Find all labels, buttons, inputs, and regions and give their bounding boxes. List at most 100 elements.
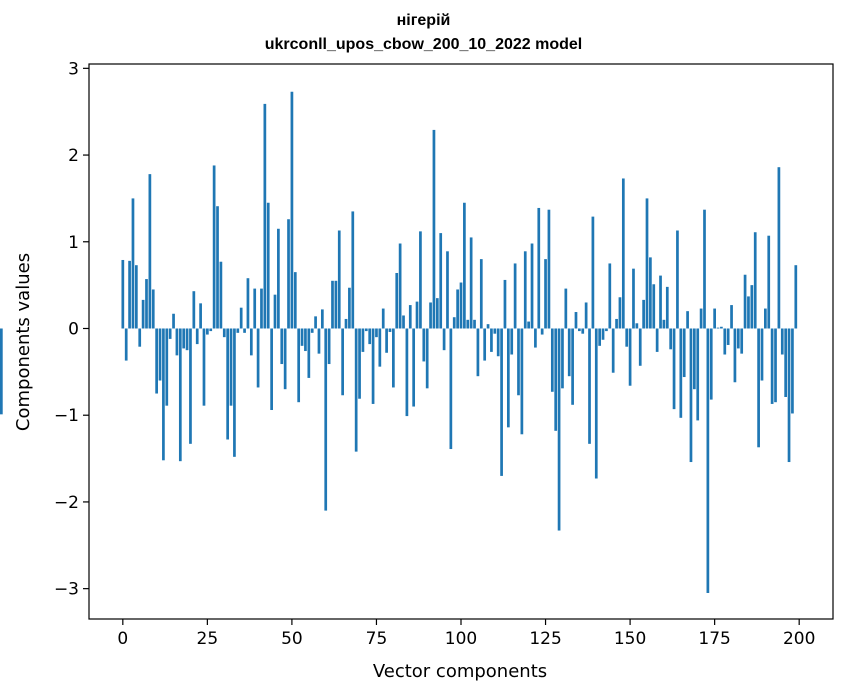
bar bbox=[358, 328, 361, 399]
x-axis-label: Vector components bbox=[373, 661, 547, 682]
bar bbox=[730, 305, 733, 329]
bar bbox=[429, 302, 432, 329]
bar bbox=[554, 328, 558, 431]
bar bbox=[659, 275, 662, 329]
bar bbox=[699, 308, 703, 329]
bar bbox=[547, 209, 551, 329]
bar bbox=[757, 328, 760, 448]
bar bbox=[618, 297, 622, 329]
bar bbox=[155, 328, 158, 394]
bar bbox=[615, 318, 618, 329]
bar bbox=[784, 328, 788, 397]
bar bbox=[605, 328, 608, 332]
bar bbox=[645, 198, 649, 329]
bar bbox=[131, 198, 135, 329]
bar bbox=[682, 328, 686, 378]
x-tick-label: 125 bbox=[529, 629, 561, 649]
bar bbox=[479, 259, 483, 329]
bar bbox=[486, 324, 490, 329]
bar bbox=[706, 328, 710, 593]
bar bbox=[676, 230, 679, 329]
bar bbox=[716, 327, 720, 329]
bar bbox=[537, 207, 541, 329]
bar bbox=[402, 315, 405, 329]
bar bbox=[449, 328, 453, 450]
bar bbox=[736, 328, 740, 349]
bar bbox=[175, 328, 179, 356]
bar bbox=[632, 268, 635, 329]
bar bbox=[594, 328, 598, 479]
plot-frame bbox=[88, 63, 834, 620]
bar bbox=[635, 323, 639, 329]
bar bbox=[747, 296, 750, 329]
bar bbox=[588, 328, 591, 444]
bar bbox=[534, 328, 537, 348]
bar bbox=[212, 165, 216, 329]
bar bbox=[354, 328, 358, 452]
bar bbox=[236, 328, 240, 333]
bar bbox=[774, 328, 777, 403]
bar bbox=[165, 328, 169, 406]
bar bbox=[493, 328, 497, 334]
y-tick-label: −2 bbox=[54, 493, 79, 513]
bar bbox=[490, 328, 493, 352]
bar bbox=[476, 328, 480, 377]
bar bbox=[459, 282, 463, 329]
bar bbox=[327, 328, 331, 365]
bar bbox=[243, 328, 246, 333]
bar bbox=[290, 91, 294, 329]
bar bbox=[158, 328, 162, 381]
bar bbox=[202, 328, 206, 406]
bar bbox=[520, 328, 524, 435]
bar bbox=[753, 232, 757, 329]
bar bbox=[422, 328, 426, 362]
bar bbox=[591, 216, 595, 329]
bar bbox=[168, 328, 172, 339]
bar bbox=[523, 251, 527, 329]
bar bbox=[324, 328, 328, 511]
bar bbox=[344, 318, 348, 329]
bar bbox=[466, 319, 470, 329]
bar bbox=[530, 243, 534, 329]
bar bbox=[297, 328, 301, 403]
bar bbox=[256, 328, 260, 388]
bar bbox=[469, 237, 473, 329]
bar bbox=[331, 280, 334, 329]
bar bbox=[249, 328, 253, 356]
bar bbox=[496, 328, 500, 357]
bar bbox=[337, 230, 341, 329]
bar bbox=[178, 328, 182, 462]
bar bbox=[361, 328, 365, 352]
bar bbox=[777, 167, 781, 329]
bar bbox=[192, 291, 196, 329]
bar bbox=[199, 303, 202, 329]
bar bbox=[435, 298, 439, 329]
x-tick-label: 100 bbox=[445, 629, 477, 649]
y-tick-label: 3 bbox=[68, 59, 79, 79]
bar bbox=[145, 279, 148, 329]
bar bbox=[500, 328, 503, 476]
x-tick-label: 25 bbox=[197, 629, 219, 649]
bar bbox=[473, 319, 476, 329]
bar bbox=[517, 328, 520, 396]
bar bbox=[226, 328, 230, 440]
bar bbox=[341, 328, 344, 396]
bar bbox=[713, 308, 716, 329]
bar bbox=[206, 328, 209, 335]
bar bbox=[300, 328, 304, 346]
bar bbox=[503, 279, 507, 329]
x-tick-label: 50 bbox=[281, 629, 303, 649]
x-tick-label: 200 bbox=[783, 629, 815, 649]
bar bbox=[134, 265, 138, 329]
bar bbox=[780, 328, 784, 355]
bar bbox=[348, 287, 351, 329]
bar bbox=[608, 263, 612, 329]
bar bbox=[561, 328, 564, 389]
y-tick-label: −3 bbox=[54, 580, 79, 600]
bar bbox=[364, 328, 368, 332]
bar bbox=[408, 305, 412, 329]
bar bbox=[638, 328, 642, 366]
bar bbox=[662, 319, 666, 329]
y-tick-label: 0 bbox=[68, 319, 79, 339]
